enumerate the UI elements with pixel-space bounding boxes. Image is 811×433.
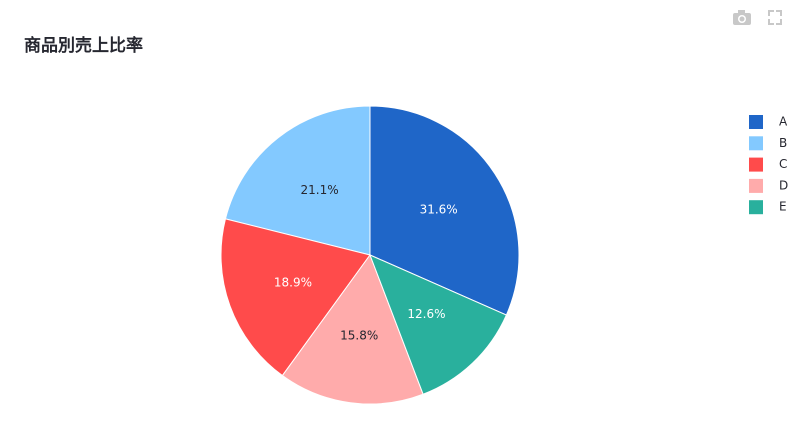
legend-swatch <box>749 157 763 172</box>
legend-label: A <box>779 115 788 129</box>
pie-slice <box>220 218 371 377</box>
slice-label: 31.6% <box>420 203 458 217</box>
legend-swatch <box>749 115 763 129</box>
fullscreen-icon[interactable] <box>768 10 782 25</box>
legend-label: B <box>779 136 787 150</box>
legend-swatch <box>749 200 763 215</box>
slice-label: 18.9% <box>274 276 312 290</box>
slice-label: 12.6% <box>407 307 445 321</box>
pie-slice <box>369 105 520 316</box>
pie-slice <box>281 253 424 405</box>
chart-title: 商品別売上比率 <box>24 35 143 56</box>
legend-swatch <box>749 178 763 193</box>
legend-label: D <box>779 178 788 192</box>
pie-slice <box>224 105 371 256</box>
camera-icon[interactable] <box>733 10 751 25</box>
slice-label: 21.1% <box>301 183 339 197</box>
slice-label: 15.8% <box>340 329 378 343</box>
legend-swatch <box>749 136 763 151</box>
legend-label: E <box>779 200 787 214</box>
pie-slice <box>369 254 508 395</box>
legend-label: C <box>779 157 787 171</box>
